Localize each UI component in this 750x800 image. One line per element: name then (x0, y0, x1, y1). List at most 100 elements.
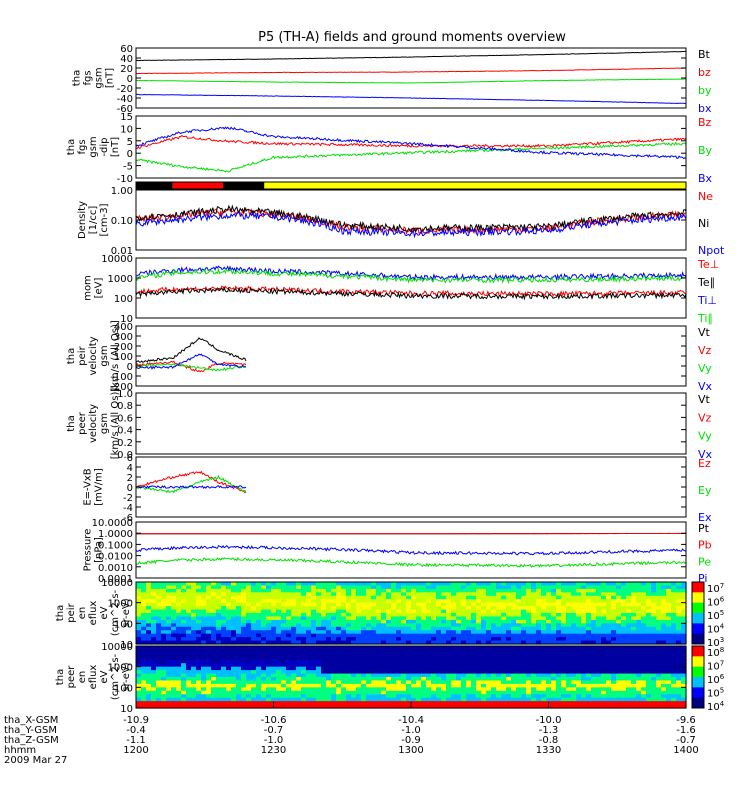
spec-cell (426, 630, 432, 635)
spec-cell (411, 666, 417, 671)
spec-cell (551, 599, 557, 604)
spec-cell (246, 616, 252, 621)
spec-cell (281, 630, 287, 635)
spec-cell (466, 592, 472, 597)
spec-cell (551, 623, 557, 628)
spec-cell (276, 623, 282, 628)
spec-cell (261, 623, 267, 628)
spec-cell (391, 588, 397, 593)
spec-cell (476, 582, 482, 587)
ytick-label: 0 (127, 74, 133, 85)
spec-cell (271, 646, 277, 651)
spec-cell (246, 640, 252, 645)
spec-cell (526, 616, 532, 621)
spec-cell (211, 585, 217, 590)
spec-cell (166, 585, 172, 590)
spec-cell (476, 630, 482, 635)
spec-cell (266, 623, 272, 628)
spec-cell (216, 670, 222, 675)
spec-cell (351, 613, 357, 618)
spec-cell (276, 616, 282, 621)
spec-cell (666, 646, 672, 651)
spec-cell (376, 606, 382, 611)
spec-cell (531, 652, 537, 657)
spec-cell (256, 616, 262, 621)
spec-cell (576, 690, 582, 695)
spec-cell (241, 609, 247, 614)
spec-cell (571, 694, 577, 699)
spec-cell (651, 690, 657, 695)
spec-cell (226, 683, 232, 688)
spec-cell (616, 659, 622, 664)
spec-cell (291, 640, 297, 645)
spec-cell (536, 616, 542, 621)
spec-cell (656, 694, 662, 699)
spec-cell (466, 659, 472, 664)
spec-cell (416, 619, 422, 624)
spec-cell (261, 606, 267, 611)
spec-cell (176, 582, 182, 587)
spec-cell (206, 701, 212, 706)
spec-cell (281, 690, 287, 695)
ytick-label: 0.0010 (98, 563, 133, 574)
spec-cell (581, 592, 587, 597)
spec-cell (461, 633, 467, 638)
spec-cell (556, 670, 562, 675)
spec-cell (246, 690, 252, 695)
spec-cell (591, 694, 597, 699)
spec-cell (661, 683, 667, 688)
spec-cell (181, 697, 187, 702)
spec-cell (641, 690, 647, 695)
spec-cell (601, 677, 607, 682)
spec-cell (516, 677, 522, 682)
spec-cell (496, 585, 502, 590)
series-line-Vy (135, 363, 247, 372)
spec-cell (306, 697, 312, 702)
coord-value: -0.7 (676, 735, 696, 746)
spec-cell (211, 694, 217, 699)
spec-cell (206, 592, 212, 597)
spec-cell (576, 670, 582, 675)
spec-cell (331, 602, 337, 607)
spec-cell (636, 640, 642, 645)
spec-cell (476, 680, 482, 685)
spec-cell (181, 637, 187, 642)
spec-cell (461, 673, 467, 678)
spec-cell (281, 595, 287, 600)
spec-cell (216, 652, 222, 657)
spec-cell (576, 683, 582, 688)
spec-cell (436, 694, 442, 699)
spec-cell (426, 663, 432, 668)
spec-cell (346, 687, 352, 692)
spec-cell (536, 694, 542, 699)
spec-cell (291, 630, 297, 635)
spec-cell (451, 673, 457, 678)
spec-cell (366, 694, 372, 699)
spec-cell (326, 652, 332, 657)
spec-cell (221, 623, 227, 628)
spec-cell (611, 690, 617, 695)
spec-cell (446, 646, 452, 651)
spec-cell (391, 623, 397, 628)
spec-cell (456, 602, 462, 607)
spec-cell (626, 613, 632, 618)
spec-cell (456, 592, 462, 597)
series-line-Bz (135, 134, 687, 150)
spec-cell (526, 701, 532, 706)
spec-cell (241, 637, 247, 642)
spec-cell (416, 630, 422, 635)
spec-cell (361, 677, 367, 682)
spec-cell (651, 588, 657, 593)
spec-cell (521, 585, 527, 590)
spec-cell (496, 656, 502, 661)
spec-cell (481, 613, 487, 618)
spec-cell (646, 670, 652, 675)
spec-cell (466, 680, 472, 685)
ylabel: thafgsgsm[nT] (72, 67, 116, 88)
spec-cell (551, 704, 557, 709)
spec-cell (221, 677, 227, 682)
spec-cell (186, 585, 192, 590)
spec-cell (561, 588, 567, 593)
spec-cell (676, 701, 682, 706)
spec-cell (646, 673, 652, 678)
